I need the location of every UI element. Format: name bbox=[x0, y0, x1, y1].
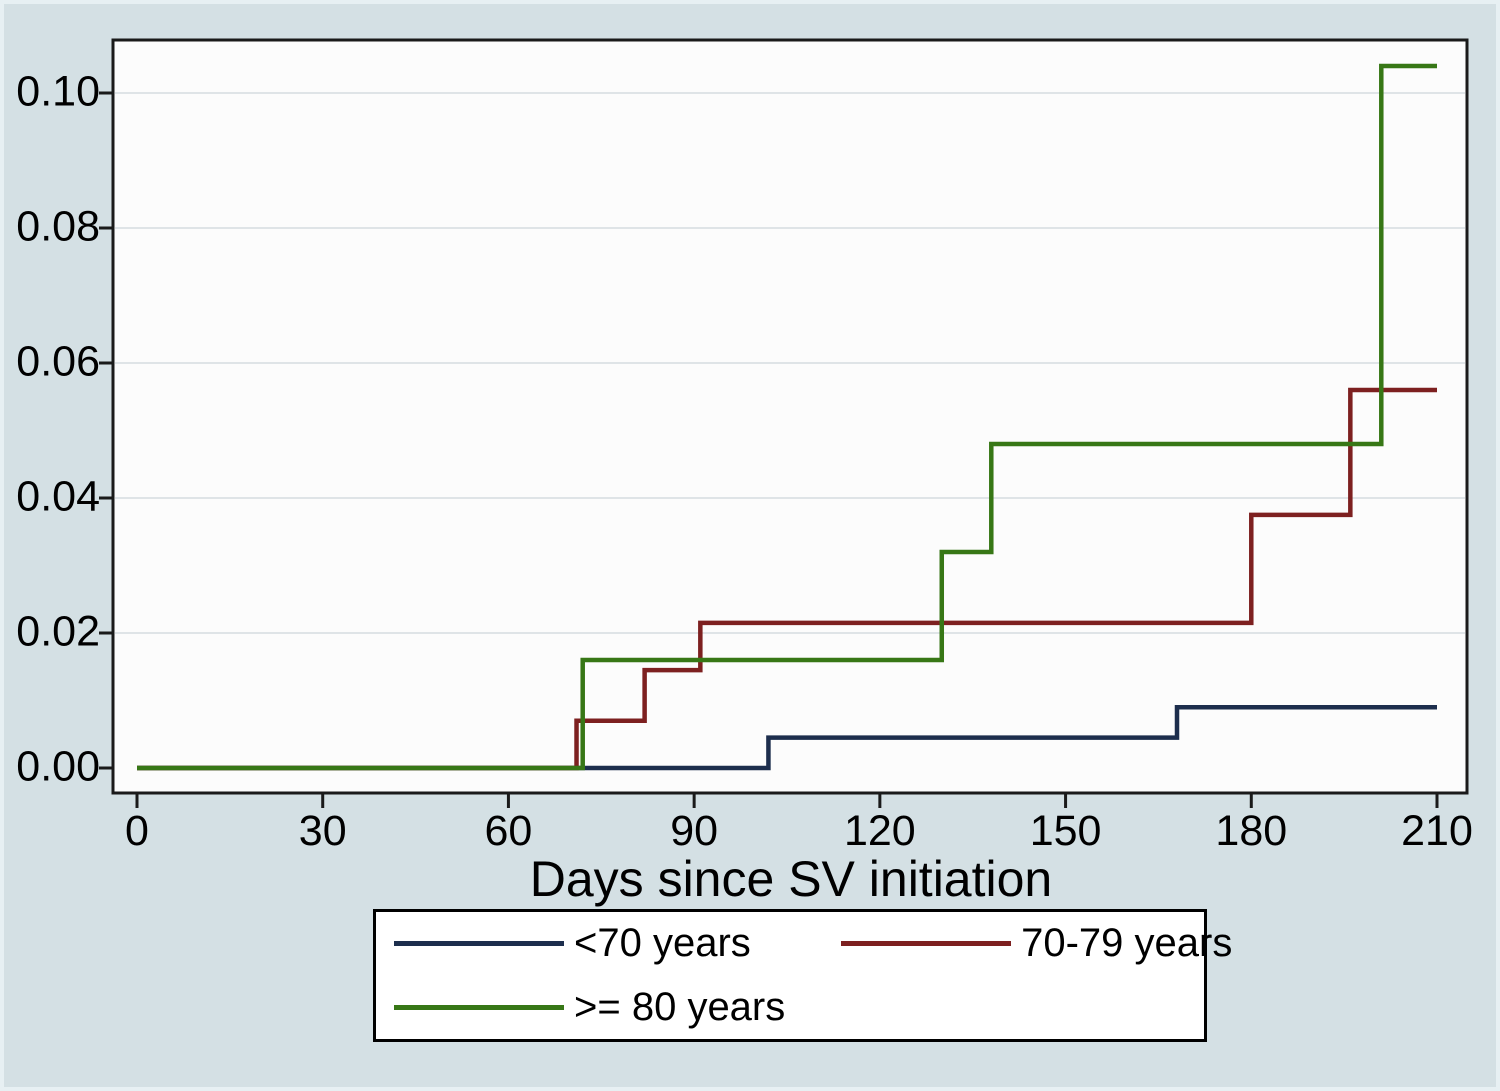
x-tick-label: 0 bbox=[125, 807, 149, 855]
legend-swatch-80plus bbox=[394, 1004, 564, 1010]
x-tick-label: 210 bbox=[1401, 807, 1473, 855]
legend-swatch-70-79 bbox=[841, 941, 1012, 947]
y-tick-label: 0.10 bbox=[16, 67, 100, 116]
legend-label-under70: <70 years bbox=[574, 921, 751, 966]
legend-item-70-79: 70-79 years bbox=[823, 921, 1232, 966]
x-axis-title: Days since SV initiation bbox=[529, 851, 1053, 907]
x-tick-label: 90 bbox=[670, 807, 719, 855]
legend-label-70-79: 70-79 years bbox=[1021, 921, 1233, 966]
y-tick-label: 0.08 bbox=[16, 202, 100, 251]
x-tick-label: 30 bbox=[298, 807, 347, 855]
legend-swatch-under70 bbox=[394, 941, 564, 947]
chart-canvas bbox=[99, 38, 1469, 808]
legend: <70 years 70-79 years >= 80 years bbox=[373, 909, 1232, 1042]
x-tick-label: 150 bbox=[1029, 807, 1102, 855]
y-tick-label: 0.02 bbox=[16, 607, 100, 656]
legend-item-80plus: >= 80 years bbox=[376, 985, 823, 1030]
y-tick-label: 0.00 bbox=[16, 742, 100, 791]
y-tick-label: 0.06 bbox=[16, 337, 100, 386]
x-tick-label: 60 bbox=[484, 807, 533, 855]
x-tick-label: 180 bbox=[1215, 807, 1288, 855]
legend-item-under70: <70 years bbox=[376, 921, 823, 966]
x-tick-label: 120 bbox=[843, 807, 916, 855]
km-cumulative-incidence-figure: 0.00 0.02 0.04 0.06 0.08 0.10 0 30 60 90 120 150 18… bbox=[4, 4, 1496, 1087]
y-tick-label: 0.04 bbox=[16, 472, 100, 521]
legend-label-80plus: >= 80 years bbox=[574, 984, 786, 1029]
